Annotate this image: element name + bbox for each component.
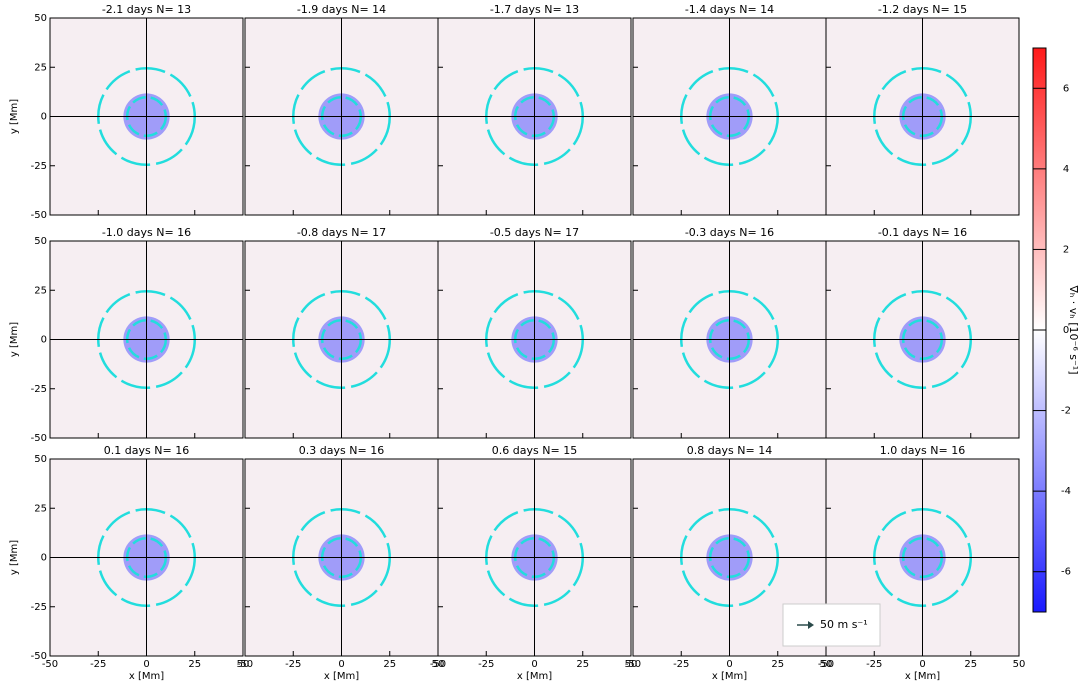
panel-title: -1.7 days N= 13 (490, 3, 579, 16)
panel: -1.9 days N= 14 (244, 3, 439, 216)
colorbar-tick-label: 6 (1063, 83, 1069, 94)
y-tick-label: 50 (34, 454, 47, 465)
panel-title: -0.5 days N= 17 (490, 226, 579, 239)
colorbar-tick-label: 2 (1063, 244, 1069, 255)
panel: 0.6 days N= 15 -50 -25 0 25 50 x [Mm] (430, 444, 638, 682)
x-tick-label: -25 (478, 659, 494, 670)
panel-title: 0.3 days N= 16 (299, 444, 384, 457)
x-tick-label: -25 (673, 659, 689, 670)
y-tick-label: -50 (31, 433, 47, 444)
y-tick-label: 0 (41, 553, 47, 564)
x-tick-label: -50 (625, 659, 641, 670)
x-tick-label: -25 (866, 659, 882, 670)
x-tick-label: -50 (818, 659, 834, 670)
y-tick-label: -25 (31, 161, 47, 172)
colorbar-tick-label: -6 (1061, 567, 1071, 578)
x-tick-label: 25 (771, 659, 784, 670)
y-tick-label: 0 (41, 112, 47, 123)
x-tick-label: 50 (432, 659, 445, 670)
panel: -2.1 days N= 13 -50 -25 0 25 50 y [Mm] (9, 3, 244, 221)
x-axis-label: x [Mm] (517, 671, 552, 682)
panel-title: -2.1 days N= 13 (102, 3, 191, 16)
y-tick-label: 0 (41, 335, 47, 346)
legend-label: 50 m s⁻¹ (820, 618, 868, 631)
x-tick-label: 50 (625, 659, 638, 670)
x-tick-label: 0 (338, 659, 344, 670)
colorbar-tick-label: 0 (1063, 325, 1069, 336)
panel: -1.4 days N= 14 (632, 3, 827, 216)
x-tick-label: 50 (1013, 659, 1026, 670)
x-tick-label: 25 (188, 659, 201, 670)
y-tick-label: -50 (31, 651, 47, 662)
panel: -0.8 days N= 17 (244, 226, 439, 439)
x-tick-label: 25 (964, 659, 977, 670)
x-tick-label: -25 (90, 659, 106, 670)
panel: -0.1 days N= 16 (825, 226, 1020, 439)
colorbar-tick-label: 4 (1063, 164, 1069, 175)
y-axis-label: y [Mm] (9, 322, 20, 357)
x-tick-label: 0 (531, 659, 537, 670)
y-tick-label: 50 (34, 236, 47, 247)
legend-arrowhead (808, 621, 814, 629)
panel-title: -0.3 days N= 16 (685, 226, 774, 239)
x-tick-label: -50 (430, 659, 446, 670)
panel-title: 0.1 days N= 16 (104, 444, 189, 457)
panel: -0.5 days N= 17 (437, 226, 632, 439)
y-tick-label: -25 (31, 384, 47, 395)
panel-title: -1.4 days N= 14 (685, 3, 774, 16)
x-axis-label: x [Mm] (712, 671, 747, 682)
x-tick-label: 25 (576, 659, 589, 670)
x-tick-label: -25 (285, 659, 301, 670)
x-axis-label: x [Mm] (324, 671, 359, 682)
panel-title: -1.9 days N= 14 (297, 3, 386, 16)
y-tick-label: 50 (34, 13, 47, 24)
x-tick-label: 50 (820, 659, 833, 670)
x-tick-label: 50 (237, 659, 250, 670)
x-tick-label: 0 (143, 659, 149, 670)
x-tick-label: -50 (237, 659, 253, 670)
y-tick-label: -50 (31, 210, 47, 221)
panel-title: -1.0 days N= 16 (102, 226, 191, 239)
panel-title: -0.8 days N= 17 (297, 226, 386, 239)
x-tick-label: 25 (383, 659, 396, 670)
panel: 0.3 days N= 16 -50 -25 0 25 50 x [Mm] (237, 444, 445, 682)
x-tick-label: 0 (919, 659, 925, 670)
y-tick-label: -25 (31, 602, 47, 613)
y-tick-label: 25 (34, 62, 47, 73)
panel-title: -1.2 days N= 15 (878, 3, 967, 16)
x-axis-label: x [Mm] (905, 671, 940, 682)
panel: 0.1 days N= 16 -50 -25 0 25 50 -50 -25 0 25 50 x [M… (9, 444, 249, 682)
panel-title: 1.0 days N= 16 (880, 444, 965, 457)
colorbar-tick-label: -2 (1061, 406, 1071, 417)
y-tick-label: 25 (34, 285, 47, 296)
x-tick-label: 0 (726, 659, 732, 670)
x-axis-label: x [Mm] (129, 671, 164, 682)
colorbar-tick-label: -4 (1061, 486, 1071, 497)
panel-title: -0.1 days N= 16 (878, 226, 967, 239)
panel-title: 0.6 days N= 15 (492, 444, 577, 457)
panel: -1.0 days N= 16 -50 -25 0 25 50 y [Mm] (9, 226, 244, 444)
panel: -1.7 days N= 13 (437, 3, 632, 216)
colorbar-label: ∇ₕ · vₕ [10⁻⁶ s⁻¹] (1067, 285, 1080, 375)
y-axis-label: y [Mm] (9, 540, 20, 575)
panel: -0.3 days N= 16 (632, 226, 827, 439)
panel: -1.2 days N= 15 (825, 3, 1020, 216)
panel-title: 0.8 days N= 14 (687, 444, 772, 457)
y-axis-label: y [Mm] (9, 99, 20, 134)
y-tick-label: 25 (34, 503, 47, 514)
x-tick-label: -50 (42, 659, 58, 670)
